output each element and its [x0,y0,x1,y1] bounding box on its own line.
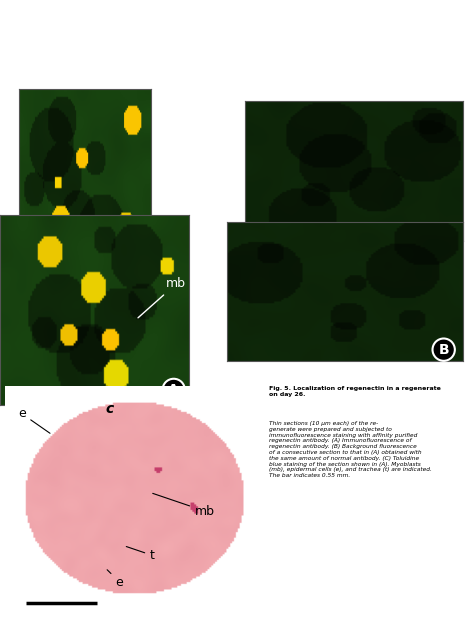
Text: Fig. 5. Localization of regenectin in a regenerate
on day 26.: Fig. 5. Localization of regenectin in a … [269,386,441,397]
Text: B: B [438,342,449,356]
Text: e: e [18,407,50,433]
Text: mb: mb [153,493,215,518]
Text: A: A [169,383,179,397]
Text: mb: mb [138,277,186,318]
Text: Thin sections (10 μm each) of the re-
generate were prepared and subjected to
im: Thin sections (10 μm each) of the re- ge… [269,421,432,478]
Text: c: c [105,402,113,416]
Text: t: t [126,546,155,562]
Text: e: e [107,570,124,589]
